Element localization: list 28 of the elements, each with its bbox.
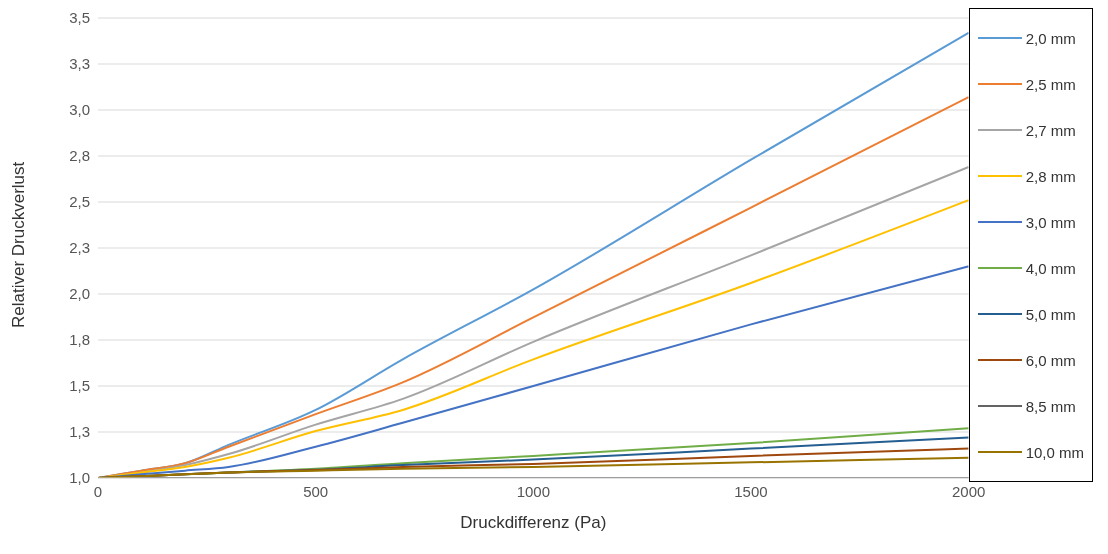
legend-label: 6,0 mm — [1025, 351, 1076, 369]
y-tick-label: 2,8 — [69, 147, 90, 165]
x-axis-title: Druckdifferenz (Pa) — [460, 513, 607, 532]
y-tick-label: 3,3 — [69, 55, 90, 73]
y-tick-label: 2,3 — [69, 239, 90, 257]
y-tick-label: 3,5 — [69, 9, 90, 27]
y-tick-label: 2,5 — [69, 193, 90, 211]
legend-label: 3,0 mm — [1025, 213, 1076, 231]
legend-label: 10,0 mm — [1025, 443, 1084, 461]
legend-label: 2,5 mm — [1025, 75, 1076, 93]
x-tick-label: 1000 — [516, 482, 551, 500]
y-tick-label: 3,0 — [69, 101, 90, 119]
legend-label: 2,7 mm — [1025, 121, 1076, 139]
x-tick-label: 2000 — [951, 482, 986, 500]
x-tick-label: 1500 — [734, 482, 768, 500]
y-tick-label: 1,0 — [69, 469, 90, 487]
legend-label: 5,0 mm — [1025, 305, 1076, 323]
legend-label: 4,0 mm — [1025, 259, 1076, 277]
x-tick-label: 0 — [93, 482, 103, 500]
y-tick-label: 1,8 — [69, 331, 90, 349]
legend-label: 8,5 mm — [1025, 397, 1076, 415]
y-tick-label: 1,3 — [69, 423, 90, 441]
legend-label: 2,8 mm — [1025, 167, 1076, 185]
legend-label: 2,0 mm — [1025, 29, 1076, 47]
x-tick-label: 500 — [303, 482, 329, 500]
y-tick-label: 2,0 — [69, 285, 90, 303]
y-tick-label: 1,5 — [69, 377, 90, 395]
y-axis-title: Relativer Druckverlust — [9, 161, 29, 328]
